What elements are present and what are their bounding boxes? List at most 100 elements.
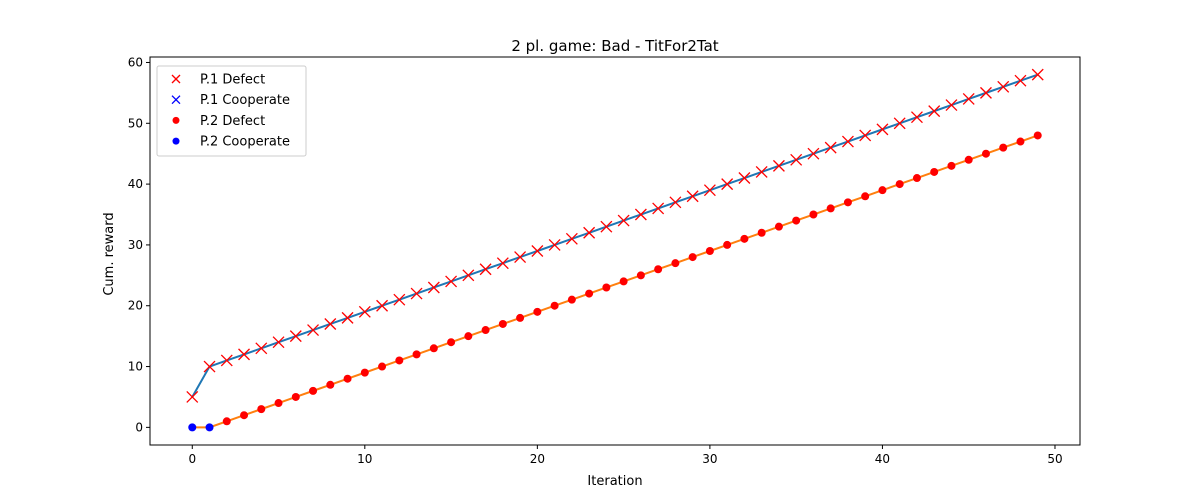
legend-label: P.1 Cooperate	[200, 93, 290, 108]
data-point-p1	[772, 159, 785, 172]
data-point-p2	[395, 356, 404, 365]
data-point-p1	[600, 220, 613, 233]
data-point-p2	[205, 423, 214, 432]
data-point-p1	[669, 196, 682, 209]
data-point-p1	[1014, 74, 1027, 87]
data-point-p1	[358, 305, 371, 318]
data-point-p1	[997, 80, 1010, 93]
data-point-p2	[654, 265, 663, 274]
data-point-p1	[910, 111, 923, 124]
data-point-p1	[893, 117, 906, 130]
data-point-p1	[410, 287, 423, 300]
x-axis-label: Iteration	[587, 474, 642, 489]
data-point-p2	[912, 174, 921, 183]
legend-marker	[172, 116, 180, 124]
data-point-p2	[1033, 131, 1042, 140]
x-tick-label: 30	[702, 452, 717, 466]
data-point-p2	[878, 186, 887, 195]
data-point-p2	[291, 392, 300, 401]
data-point-p1	[531, 245, 544, 257]
data-point-p1	[841, 135, 854, 148]
data-point-p2	[930, 167, 939, 176]
legend-label: P.2 Defect	[200, 114, 265, 129]
data-point-p2	[999, 143, 1008, 152]
data-point-p1	[427, 281, 440, 294]
data-point-p1	[652, 202, 665, 215]
data-point-p1	[324, 318, 337, 330]
data-point-p1	[307, 324, 320, 337]
x-tick-label: 50	[1047, 452, 1062, 466]
data-point-p1	[272, 336, 285, 349]
data-point-p1	[548, 238, 561, 251]
data-point-p2	[792, 216, 801, 225]
data-point-p1	[945, 99, 958, 112]
data-point-p1	[790, 153, 803, 166]
legend-label: P.2 Cooperate	[200, 135, 290, 150]
x-tick-label: 0	[188, 452, 196, 466]
data-point-p1	[583, 226, 596, 239]
data-point-p1	[721, 178, 734, 191]
data-point-p2	[222, 417, 231, 426]
data-point-p2	[895, 180, 904, 189]
data-point-p2	[774, 222, 783, 231]
data-point-p2	[981, 149, 990, 158]
chart-title: 2 pl. game: Bad - TitFor2Tat	[511, 37, 718, 55]
data-point-p1	[479, 263, 492, 276]
data-point-p1	[255, 342, 268, 355]
data-point-p2	[412, 350, 421, 359]
legend: P.1 Defect P.1 Cooperate P.2 Defect P.2 Coo…	[156, 65, 307, 157]
data-point-p2	[447, 338, 456, 347]
data-point-p2	[826, 204, 835, 213]
data-point-p2	[636, 271, 645, 280]
data-point-p2	[671, 259, 680, 268]
legend-marker	[171, 95, 181, 105]
data-point-p2	[240, 411, 249, 420]
data-point-p2	[861, 192, 870, 201]
data-point-p2	[533, 307, 542, 316]
data-point-p1	[617, 214, 630, 227]
data-point-p2	[705, 247, 714, 255]
data-point-p2	[723, 240, 732, 249]
y-tick-label: 10	[128, 360, 143, 374]
data-point-p2	[809, 210, 818, 219]
data-point-p1	[738, 172, 751, 184]
data-point-p1	[703, 184, 716, 197]
data-point-p1	[807, 147, 820, 160]
data-point-p1	[634, 208, 647, 221]
plot-frame	[149, 56, 1081, 446]
data-point-p2	[947, 161, 956, 170]
data-point-p2	[585, 289, 594, 298]
data-point-p2	[343, 374, 352, 383]
data-point-p1	[462, 269, 475, 282]
data-point-p1	[220, 354, 233, 367]
series-line-p1	[191, 73, 1039, 398]
data-point-p2	[550, 301, 559, 310]
data-point-p1	[876, 123, 889, 136]
data-point-p1	[289, 330, 302, 343]
data-point-p2	[429, 344, 438, 353]
series-line-p2	[192, 134, 1039, 429]
y-tick-label: 20	[128, 299, 143, 313]
data-point-p2	[740, 234, 749, 243]
legend-marker	[172, 137, 180, 145]
data-point-p2	[516, 313, 525, 322]
data-point-p1	[859, 129, 872, 142]
data-point-p1	[341, 311, 354, 324]
data-point-p2	[257, 405, 266, 414]
x-tick-label: 20	[530, 452, 545, 466]
data-point-p1	[686, 190, 699, 203]
data-point-p2	[326, 380, 335, 389]
data-point-p1	[186, 390, 199, 403]
data-point-p2	[360, 368, 369, 377]
x-tick-label: 40	[875, 452, 890, 466]
data-point-p2	[567, 295, 576, 304]
data-point-p2	[757, 228, 766, 237]
data-point-p1	[376, 299, 389, 312]
data-point-p2	[498, 319, 507, 328]
data-point-p1	[514, 251, 527, 264]
data-point-p1	[393, 293, 406, 306]
y-axis-label: Cum. reward	[102, 212, 117, 295]
data-point-p1	[496, 257, 509, 270]
axes: 0 10 20 30 40 50 0 10 20 30 40 50 60	[128, 55, 1081, 466]
